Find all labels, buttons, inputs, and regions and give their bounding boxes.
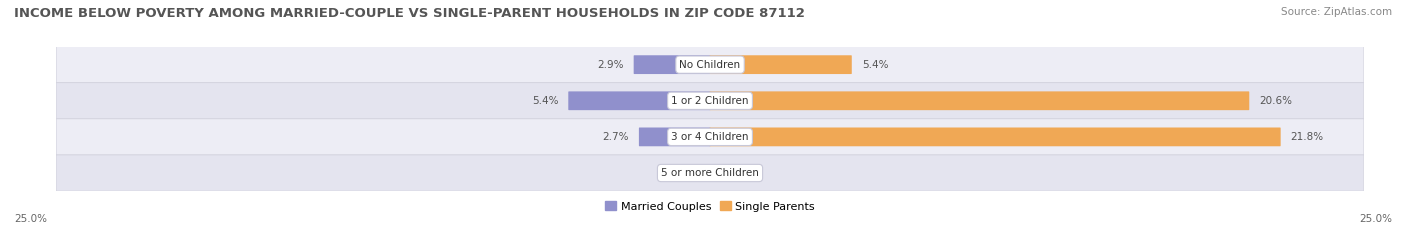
Text: 2.7%: 2.7% (602, 132, 628, 142)
FancyBboxPatch shape (710, 91, 1250, 110)
Text: 2.9%: 2.9% (598, 60, 624, 70)
Text: 5.4%: 5.4% (531, 96, 558, 106)
FancyBboxPatch shape (568, 91, 710, 110)
FancyBboxPatch shape (638, 127, 710, 146)
Text: 5 or more Children: 5 or more Children (661, 168, 759, 178)
FancyBboxPatch shape (710, 127, 1281, 146)
Text: 21.8%: 21.8% (1291, 132, 1323, 142)
FancyBboxPatch shape (56, 119, 1364, 155)
Text: 0.0%: 0.0% (720, 168, 747, 178)
FancyBboxPatch shape (56, 83, 1364, 119)
Text: 1 or 2 Children: 1 or 2 Children (671, 96, 749, 106)
Text: 25.0%: 25.0% (1360, 214, 1392, 224)
Text: 0.0%: 0.0% (673, 168, 700, 178)
FancyBboxPatch shape (56, 47, 1364, 83)
Text: INCOME BELOW POVERTY AMONG MARRIED-COUPLE VS SINGLE-PARENT HOUSEHOLDS IN ZIP COD: INCOME BELOW POVERTY AMONG MARRIED-COUPL… (14, 7, 804, 20)
Text: No Children: No Children (679, 60, 741, 70)
Text: 3 or 4 Children: 3 or 4 Children (671, 132, 749, 142)
FancyBboxPatch shape (710, 55, 852, 74)
Text: 25.0%: 25.0% (14, 214, 46, 224)
FancyBboxPatch shape (56, 155, 1364, 191)
Text: 20.6%: 20.6% (1260, 96, 1292, 106)
Text: Source: ZipAtlas.com: Source: ZipAtlas.com (1281, 7, 1392, 17)
Text: 5.4%: 5.4% (862, 60, 889, 70)
Legend: Married Couples, Single Parents: Married Couples, Single Parents (605, 201, 815, 212)
FancyBboxPatch shape (634, 55, 710, 74)
